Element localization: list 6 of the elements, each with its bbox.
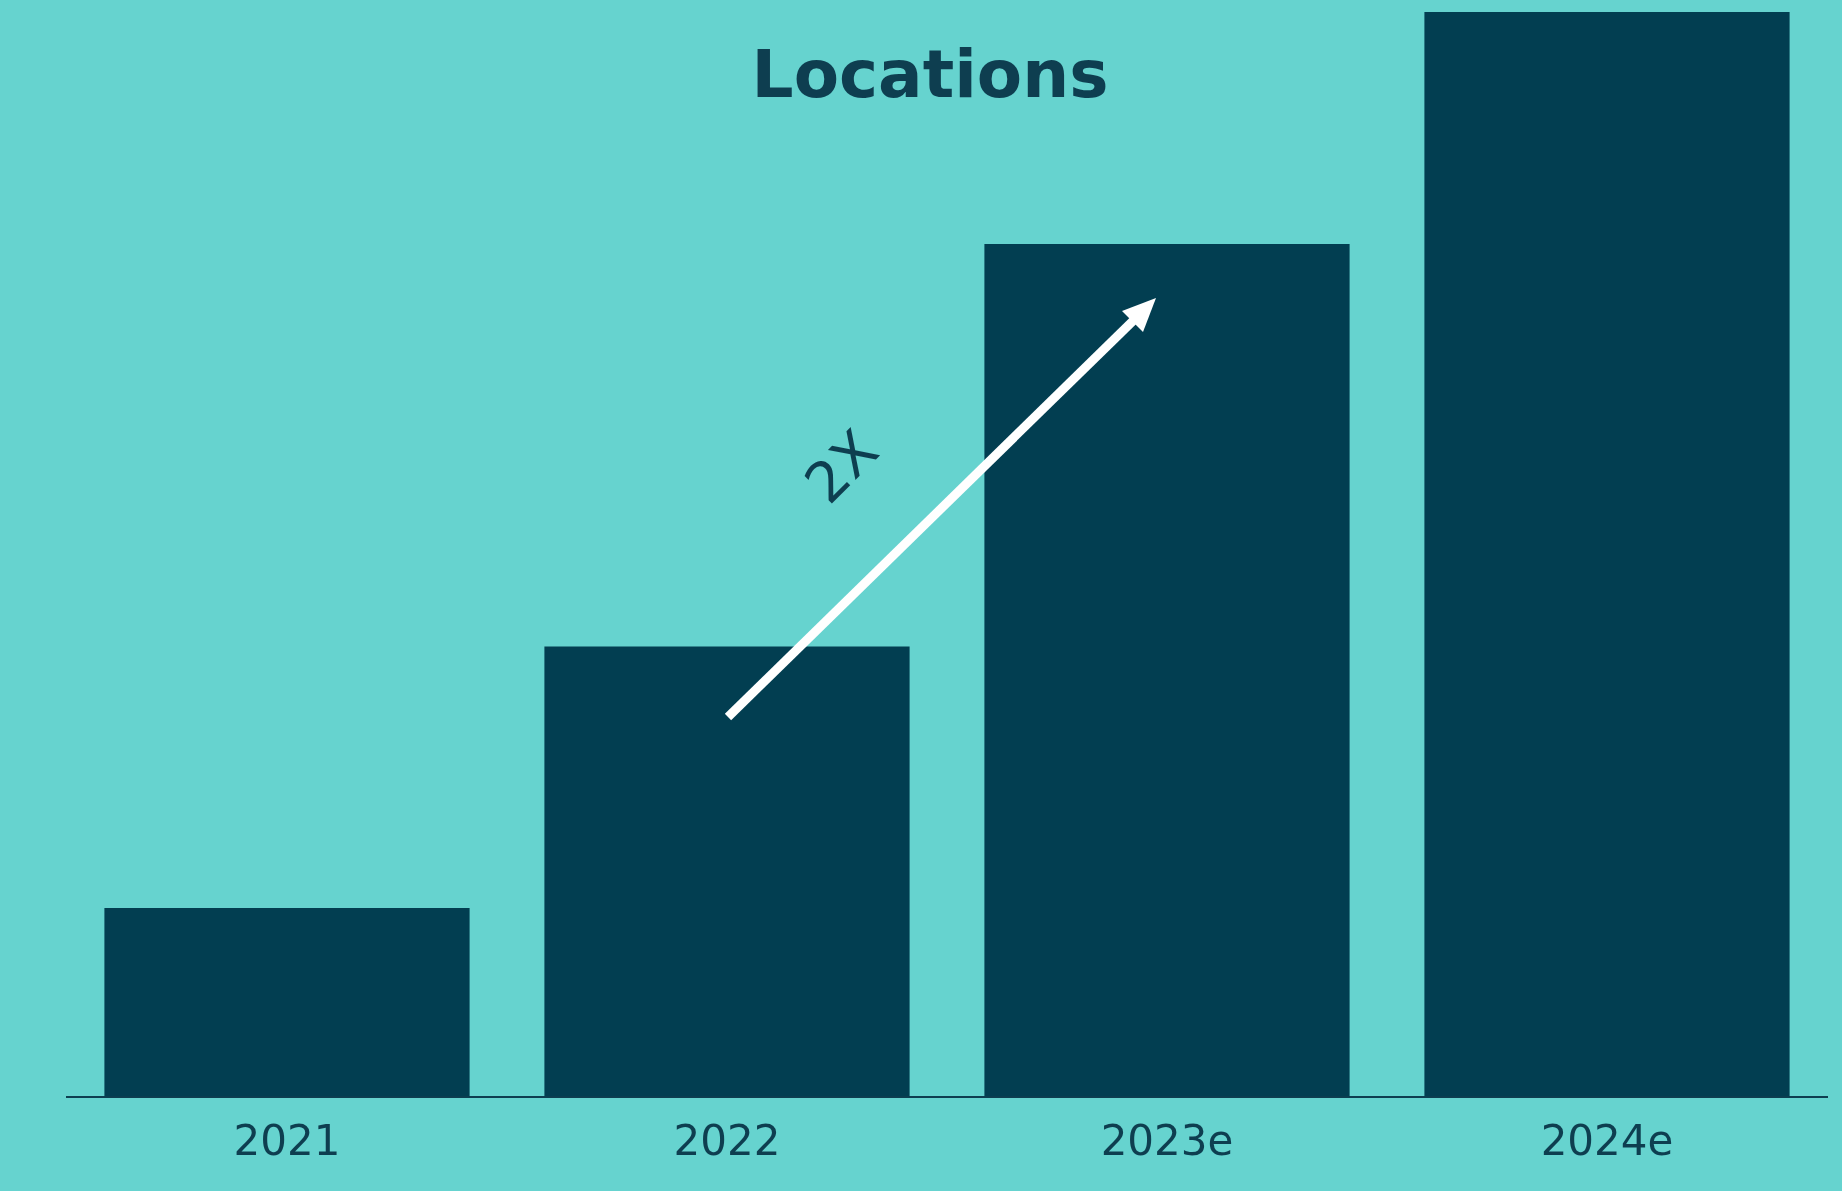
x-tick-label: 2024e	[1540, 1115, 1674, 1165]
annotation: 2X	[792, 417, 891, 516]
x-tick-label: 2022	[673, 1115, 781, 1165]
chart-title: Locations	[751, 36, 1109, 114]
x-tick-label: 2023e	[1100, 1115, 1234, 1165]
x-tick-label: 2021	[233, 1115, 341, 1165]
